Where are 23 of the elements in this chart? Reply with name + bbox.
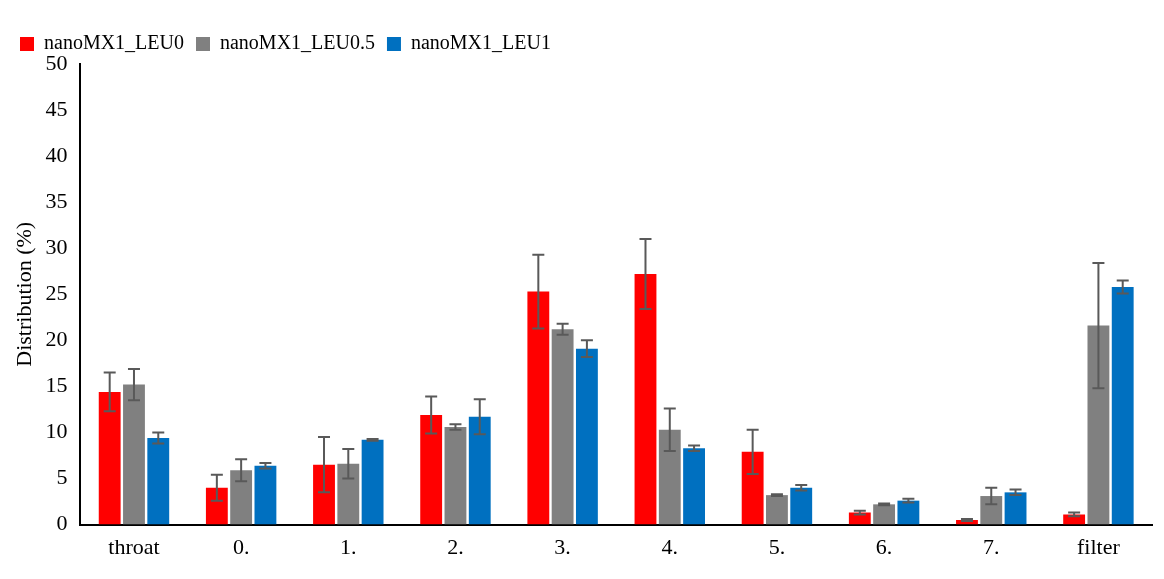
y-tick-label: 20 — [45, 326, 68, 352]
y-tick-label: 5 — [56, 464, 68, 490]
y-tick-label: 35 — [45, 187, 68, 213]
y-tick-label: 30 — [45, 234, 68, 260]
y-tick-label: 40 — [45, 141, 68, 167]
x-tick-label: 4. — [661, 533, 679, 559]
y-tick-label: 25 — [45, 280, 68, 306]
y-axis-title: Distribution (%) — [10, 221, 36, 367]
x-tick-label: 5. — [768, 533, 786, 559]
legend-label: nanoMX1_LEU0.5 — [219, 31, 375, 54]
x-tick-label: throat — [108, 533, 160, 559]
x-tick-label: 3. — [554, 533, 571, 559]
x-tick-label: 2. — [447, 533, 464, 559]
x-tick-label: filter — [1077, 533, 1121, 559]
y-tick-label: 15 — [45, 372, 68, 398]
y-tick-label: 45 — [45, 95, 68, 121]
x-tick-label: 6. — [875, 533, 893, 559]
x-tick-label: 1. — [340, 533, 357, 559]
y-tick-label: 10 — [45, 418, 68, 444]
x-tick-label: 7. — [983, 533, 1000, 559]
y-tick-label: 0 — [56, 510, 68, 536]
legend-label: nanoMX1_LEU1 — [410, 31, 551, 54]
x-tick-label: 0. — [232, 533, 250, 559]
